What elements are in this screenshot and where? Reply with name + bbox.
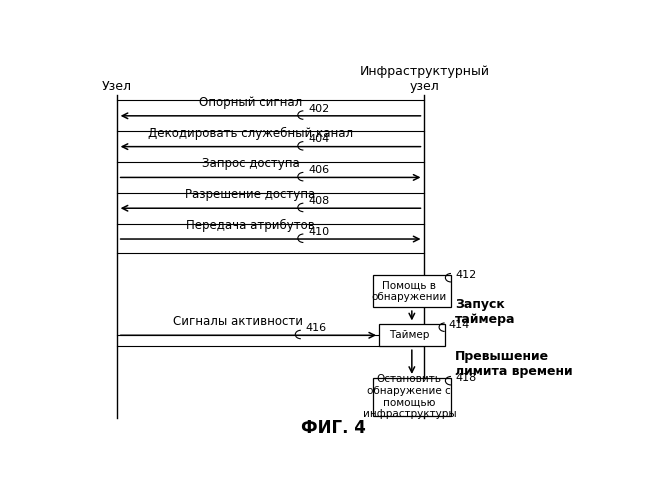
Text: Остановить
обнаружение с
помощью
инфраструктуры: Остановить обнаружение с помощью инфраст… [363, 374, 456, 420]
Text: Запуск
таймера: Запуск таймера [454, 298, 515, 326]
Text: 414: 414 [449, 320, 470, 330]
Text: Передача атрибутов: Передача атрибутов [186, 219, 315, 232]
Text: Помощь в
обнаружении: Помощь в обнаружении [372, 280, 447, 302]
Text: Сигналы активности: Сигналы активности [173, 316, 303, 328]
FancyBboxPatch shape [373, 378, 451, 416]
Text: Декодировать служебный канал: Декодировать служебный канал [148, 126, 353, 140]
Text: 402: 402 [309, 104, 329, 114]
Text: Разрешение доступа: Разрешение доступа [186, 188, 316, 202]
Text: Запрос доступа: Запрос доступа [202, 158, 299, 170]
Text: 406: 406 [309, 165, 329, 175]
Text: ФИГ. 4: ФИГ. 4 [301, 420, 366, 438]
Text: Опорный сигнал: Опорный сигнал [199, 96, 302, 109]
Text: 416: 416 [306, 323, 327, 333]
FancyBboxPatch shape [373, 274, 451, 308]
Text: 410: 410 [309, 226, 329, 236]
Text: Превышение
лимита времени: Превышение лимита времени [454, 350, 572, 378]
FancyBboxPatch shape [379, 324, 445, 346]
Text: 412: 412 [455, 270, 477, 280]
Text: 404: 404 [309, 134, 329, 144]
Text: Инфраструктурный
узел: Инфраструктурный узел [359, 64, 490, 92]
Text: Таймер: Таймер [389, 330, 430, 340]
Text: 408: 408 [309, 196, 329, 206]
Text: 418: 418 [455, 374, 477, 384]
Text: Узел: Узел [102, 80, 132, 92]
